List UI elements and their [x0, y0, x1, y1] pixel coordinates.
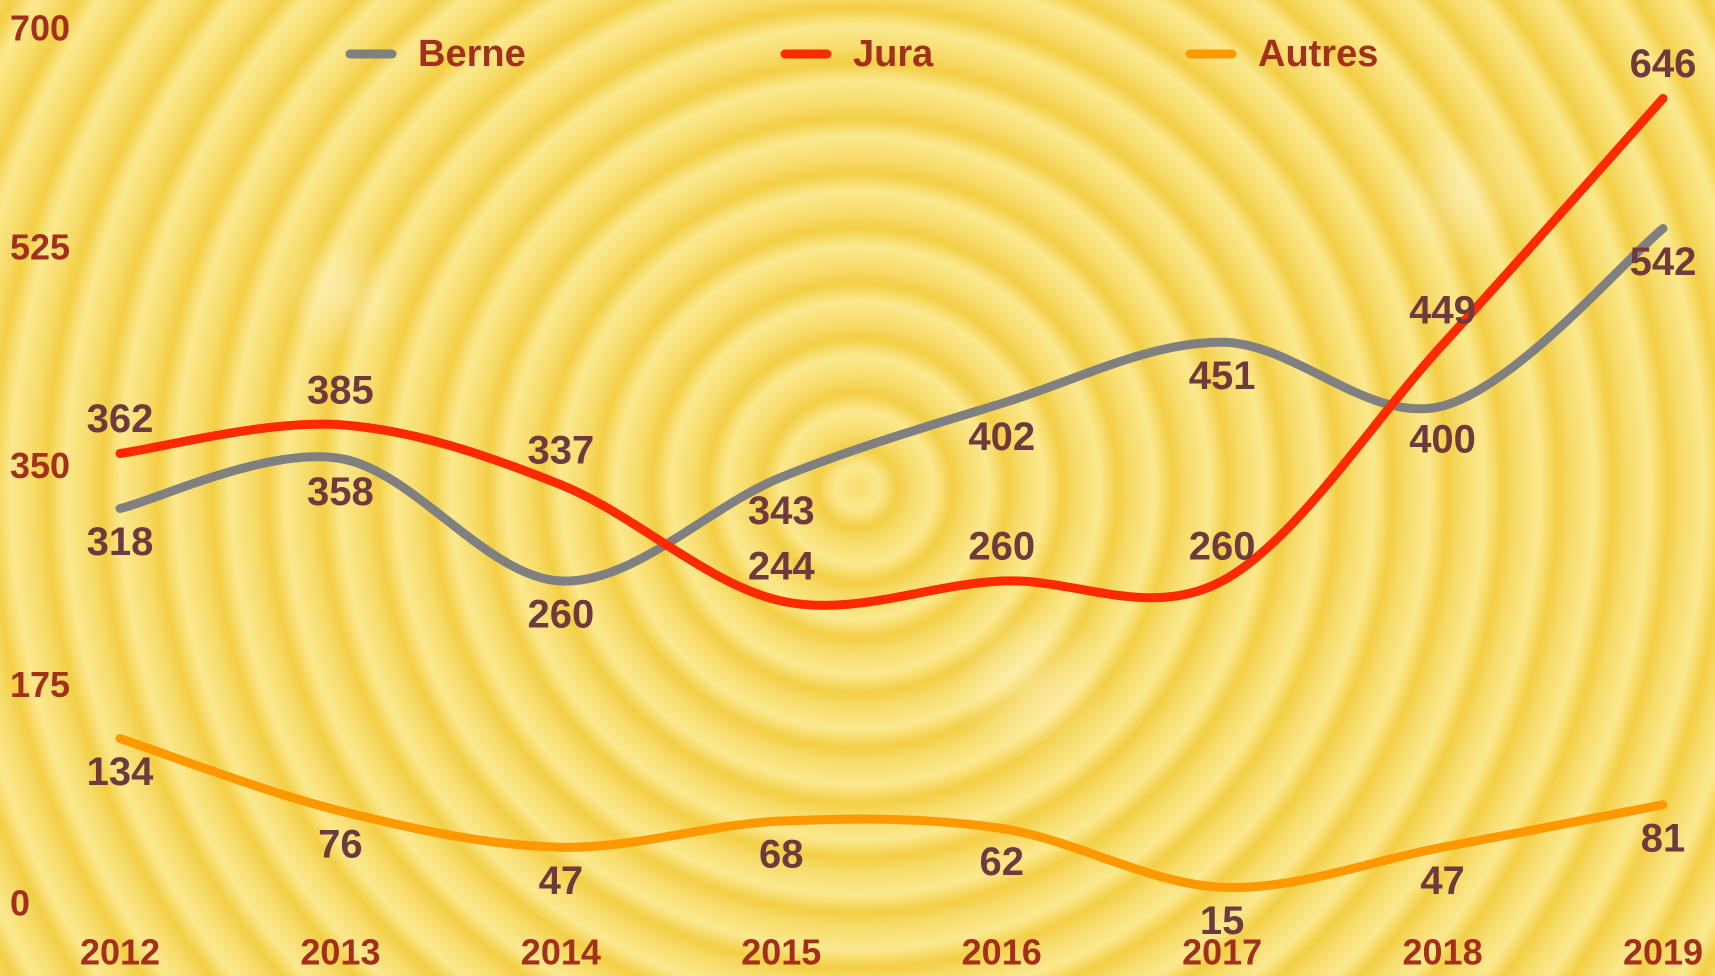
data-label: 134	[87, 750, 154, 794]
x-tick-label: 2016	[962, 932, 1042, 973]
data-label: 260	[1189, 525, 1256, 569]
data-label: 15	[1200, 899, 1245, 943]
data-label: 449	[1409, 288, 1476, 332]
x-tick-label: 2015	[741, 932, 821, 973]
y-tick-label: 525	[10, 226, 70, 267]
data-label: 68	[759, 833, 804, 877]
data-label: 47	[539, 859, 584, 903]
data-label: 646	[1630, 42, 1697, 86]
series-line	[115, 734, 1668, 892]
data-label: 318	[87, 520, 154, 564]
data-label: 260	[527, 593, 594, 637]
y-tick-label: 175	[10, 664, 70, 705]
data-label: 76	[318, 823, 363, 867]
y-tick-label: 700	[10, 8, 70, 49]
data-label: 62	[979, 840, 1024, 884]
x-tick-label: 2017	[1182, 932, 1262, 973]
x-tick-label: 2014	[521, 932, 601, 973]
data-label: 47	[1420, 859, 1465, 903]
x-tick-label: 2013	[300, 932, 380, 973]
legend-label: Berne	[418, 33, 526, 75]
legend-label: Jura	[853, 33, 934, 75]
x-tick-label: 2018	[1403, 932, 1483, 973]
legend-label: Autres	[1258, 33, 1378, 75]
data-label: 244	[748, 545, 815, 589]
x-tick-label: 2019	[1623, 932, 1703, 973]
data-label: 542	[1630, 240, 1697, 284]
data-label: 358	[307, 470, 374, 514]
data-label: 260	[968, 525, 1035, 569]
data-label: 81	[1641, 816, 1686, 860]
y-tick-label: 0	[10, 883, 30, 924]
data-label: 451	[1189, 354, 1256, 398]
data-label: 362	[87, 397, 154, 441]
data-label: 343	[748, 489, 815, 533]
y-tick-label: 350	[10, 445, 70, 486]
x-tick-label: 2012	[80, 932, 160, 973]
series-line	[115, 94, 1668, 610]
data-label: 337	[527, 428, 594, 472]
data-label: 385	[307, 368, 374, 412]
data-label: 402	[968, 415, 1035, 459]
data-label: 400	[1409, 418, 1476, 462]
series-line	[115, 224, 1668, 586]
